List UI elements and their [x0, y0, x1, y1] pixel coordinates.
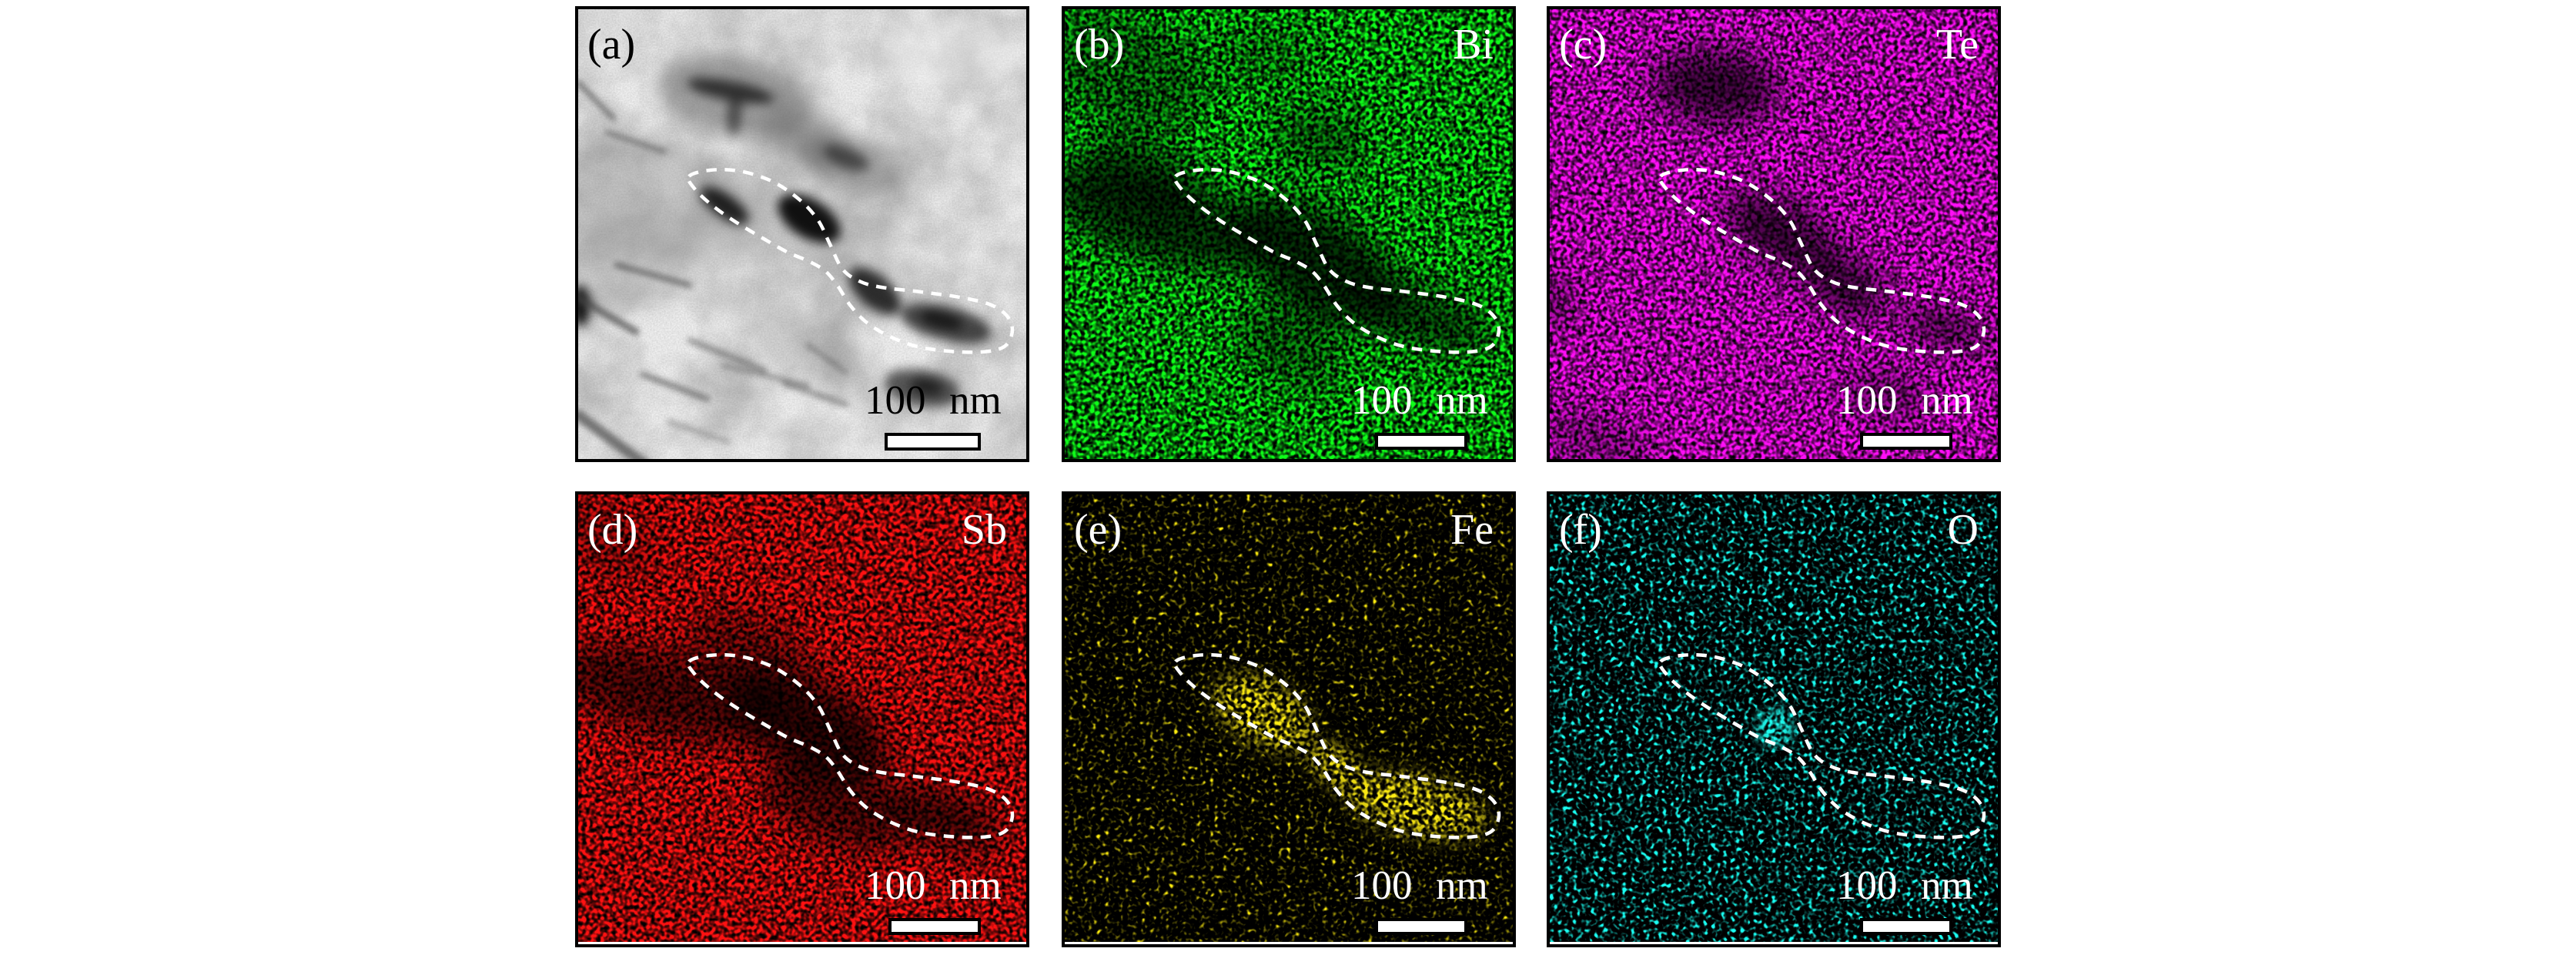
svg-text:nm: nm	[1436, 863, 1488, 908]
svg-text:100: 100	[865, 863, 926, 908]
svg-text:(d): (d)	[587, 506, 637, 554]
svg-text:nm: nm	[949, 863, 1002, 908]
svg-text:100: 100	[1351, 863, 1413, 908]
svg-text:Bi: Bi	[1453, 21, 1494, 69]
svg-text:nm: nm	[1921, 863, 1973, 908]
svg-text:100: 100	[1836, 863, 1898, 908]
svg-text:(b): (b)	[1074, 21, 1124, 69]
svg-text:100: 100	[865, 378, 926, 423]
svg-text:(c): (c)	[1559, 21, 1607, 69]
svg-text:O: O	[1948, 506, 1979, 554]
svg-text:Sb: Sb	[962, 506, 1007, 554]
svg-text:nm: nm	[1921, 378, 1973, 423]
svg-text:Fe: Fe	[1450, 506, 1494, 554]
svg-text:nm: nm	[949, 378, 1002, 423]
svg-text:100: 100	[1836, 378, 1898, 423]
svg-text:(a): (a)	[587, 21, 635, 69]
svg-text:(f): (f)	[1559, 506, 1602, 554]
svg-text:(e): (e)	[1074, 506, 1122, 554]
svg-text:nm: nm	[1436, 378, 1488, 423]
svg-text:Te: Te	[1936, 21, 1979, 69]
svg-text:100: 100	[1351, 378, 1413, 423]
